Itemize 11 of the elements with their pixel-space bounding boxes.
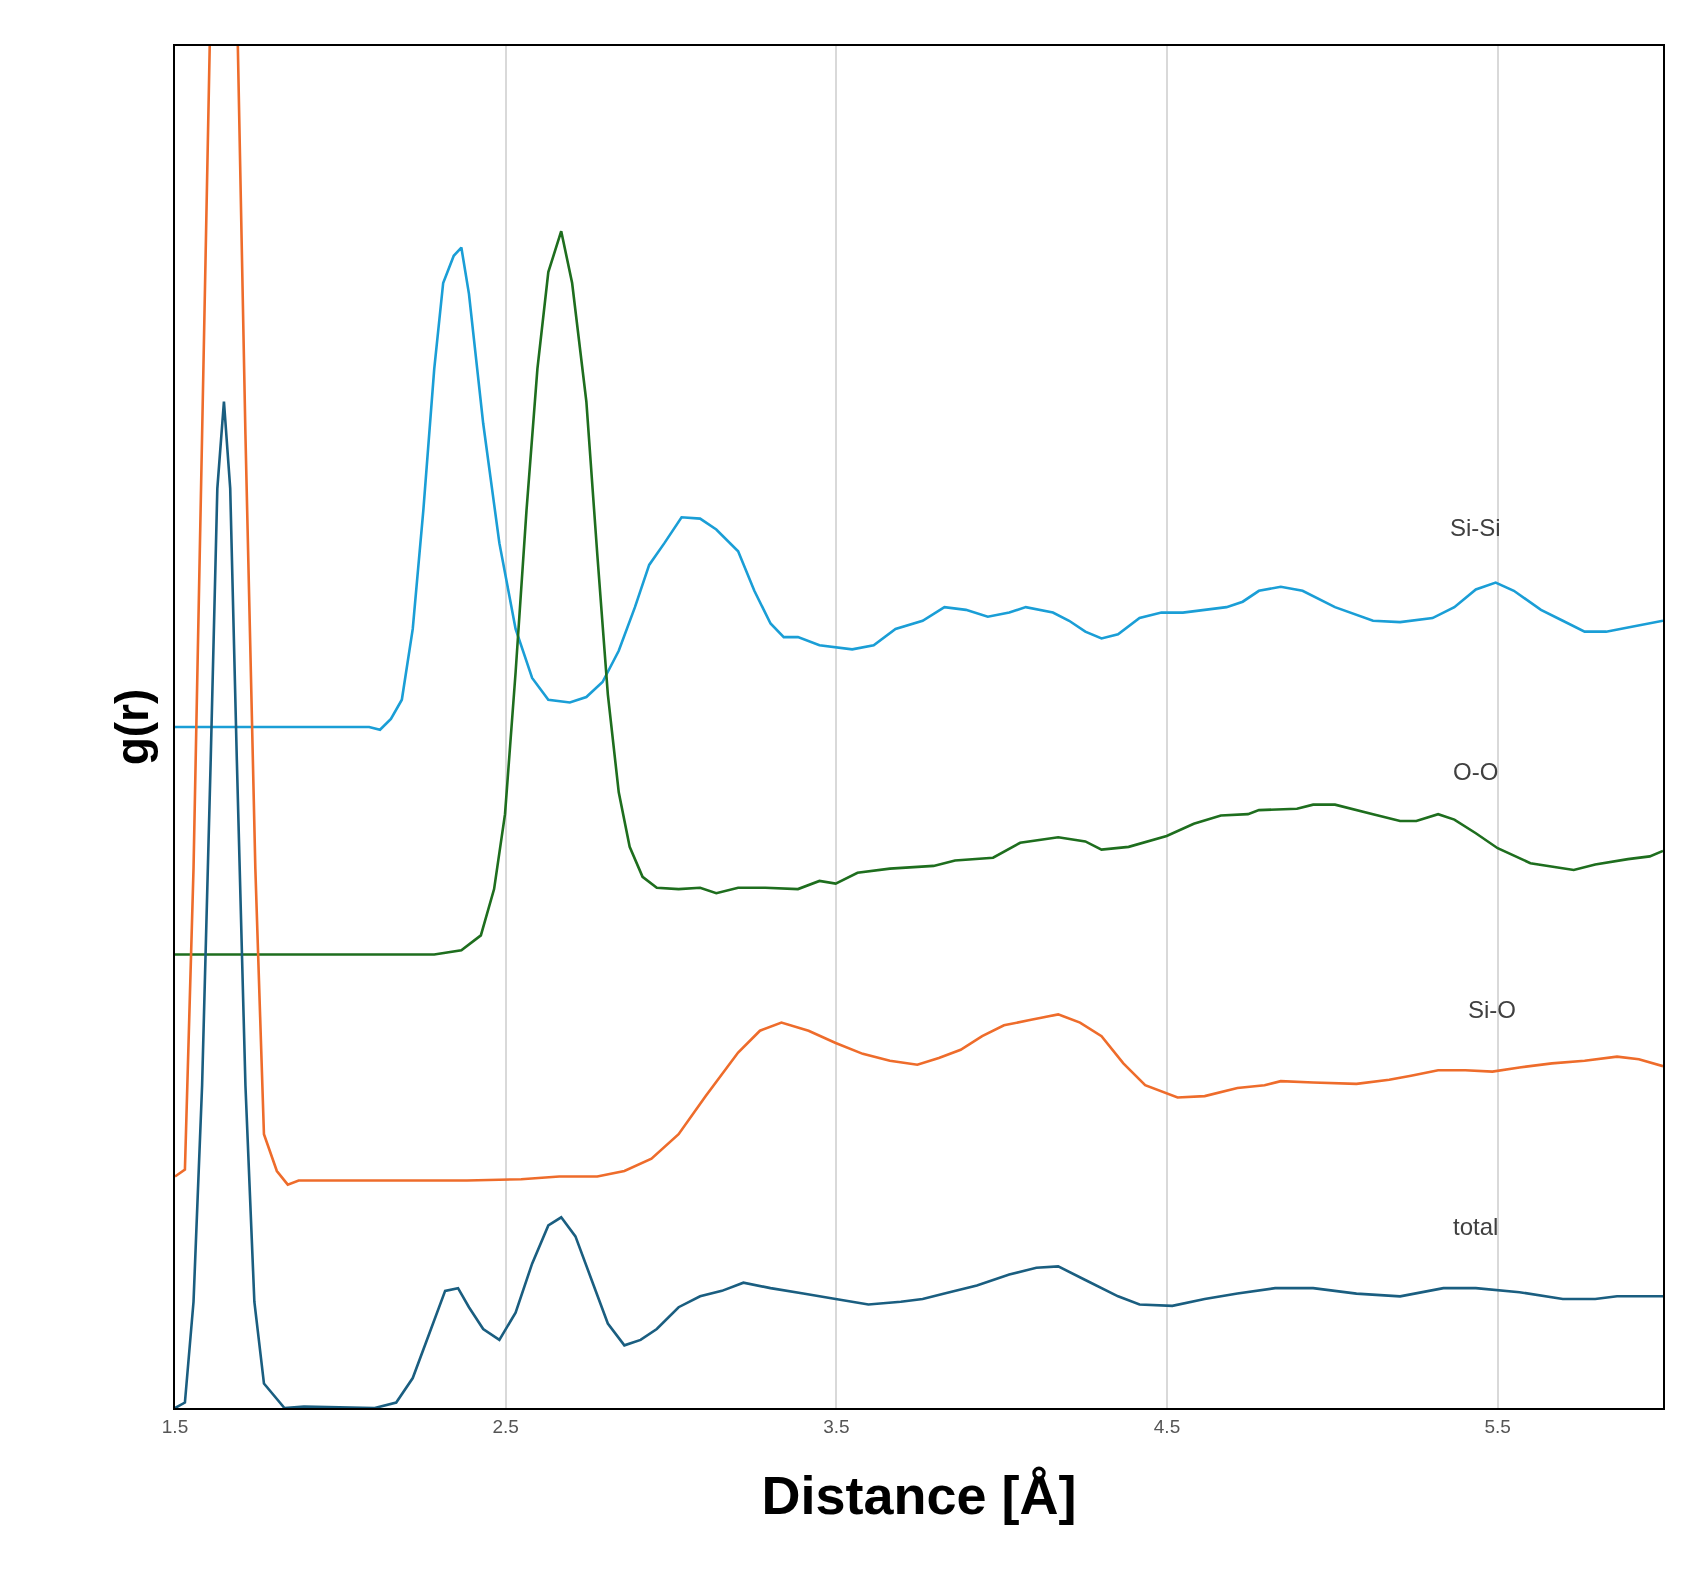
x-tick-label: 4.5 [1153,1415,1181,1437]
x-axis-title: Distance [Å] [761,1464,1077,1525]
text: total [1453,1213,1499,1240]
x-tick-label: 5.5 [1484,1415,1511,1437]
series-label: O-O [1453,758,1499,785]
series-label: Si-O [1468,996,1516,1023]
x-tick-label: 1.5 [161,1415,189,1437]
series-label: Si-Si [1450,514,1501,541]
y-axis-title: g(r) [105,688,158,766]
x-tick-label: 3.5 [823,1415,850,1437]
x-tick-label: 2.5 [492,1415,519,1437]
